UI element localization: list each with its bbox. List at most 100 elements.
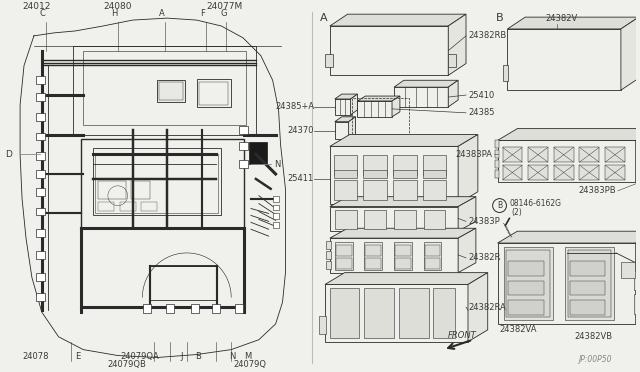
Bar [159,82,183,100]
Bar [554,165,573,180]
Polygon shape [636,129,640,182]
Bar [570,300,605,315]
Bar [319,316,326,334]
Text: N: N [275,160,281,169]
Text: C: C [40,9,45,18]
Text: 24079QA: 24079QA [121,352,159,362]
Bar [393,155,417,175]
Text: 24382RA: 24382RA [468,303,506,312]
Polygon shape [497,243,636,324]
Bar [554,147,573,162]
Text: 24382R: 24382R [468,253,500,262]
Polygon shape [458,197,476,231]
Polygon shape [330,14,466,26]
Bar [335,209,356,229]
Bar [502,165,522,180]
Polygon shape [335,122,349,140]
Bar [334,155,358,175]
Polygon shape [468,273,488,342]
Bar [393,170,417,178]
Bar [365,258,381,269]
Bar [393,180,417,200]
Bar [198,82,228,105]
Polygon shape [358,96,400,101]
Bar [150,266,218,300]
Bar [98,202,114,212]
Polygon shape [621,17,639,90]
Bar [36,76,45,84]
Text: A: A [159,9,165,18]
Text: 24383PB: 24383PB [579,186,616,195]
Bar [502,65,508,81]
Bar [36,188,45,196]
Text: 24079Q: 24079Q [233,360,266,369]
Polygon shape [394,87,448,107]
Text: 24382V: 24382V [545,14,577,23]
Text: N: N [229,352,236,362]
Bar [98,181,125,199]
Bar [83,51,246,125]
Bar [166,304,174,313]
Bar [424,209,445,229]
Bar [424,258,440,269]
Polygon shape [325,273,488,285]
Bar [36,273,45,280]
Bar [504,247,553,320]
Bar [365,245,381,256]
Text: (2): (2) [511,208,522,217]
Bar [424,242,442,270]
Polygon shape [392,96,400,117]
Bar [605,165,625,180]
Bar [326,251,331,259]
Bar [131,181,150,199]
Bar [506,250,550,317]
Bar [568,250,611,317]
Polygon shape [330,206,458,231]
Polygon shape [330,146,458,203]
Bar [273,196,278,202]
Polygon shape [325,285,468,342]
Polygon shape [458,135,478,203]
Bar [334,180,358,200]
Bar [508,280,544,295]
Bar [570,261,605,276]
Bar [564,247,614,320]
Bar [36,170,45,178]
Bar [81,140,244,228]
Text: 24383PA: 24383PA [456,150,493,159]
Text: 24382VA: 24382VA [500,326,537,334]
Bar [579,147,599,162]
Text: B: B [497,201,502,210]
Bar [495,170,499,178]
Text: M: M [244,352,252,362]
Text: H: H [111,9,118,18]
Polygon shape [448,80,458,107]
Bar [36,251,45,259]
Polygon shape [335,99,351,115]
Text: JP:00P50: JP:00P50 [579,355,612,364]
Polygon shape [636,231,640,324]
Polygon shape [351,94,358,115]
Bar [143,304,151,313]
Bar [239,142,248,150]
Text: 24079QB: 24079QB [108,360,147,369]
Bar [273,222,278,228]
Bar [395,245,411,256]
Text: 25410: 25410 [468,90,494,100]
Bar [235,304,243,313]
Text: 24080: 24080 [103,2,131,11]
Polygon shape [330,26,448,76]
Text: 24385+A: 24385+A [275,102,314,111]
Bar [351,98,409,142]
Bar [95,154,218,214]
Text: D: D [5,150,12,159]
Text: 08146-6162G: 08146-6162G [509,199,561,208]
Text: 24077M: 24077M [207,2,243,11]
Polygon shape [330,197,476,206]
Bar [36,208,45,215]
Bar [212,304,220,313]
Polygon shape [458,228,476,273]
Bar [634,294,639,314]
Bar [364,209,386,229]
Bar [395,258,411,269]
